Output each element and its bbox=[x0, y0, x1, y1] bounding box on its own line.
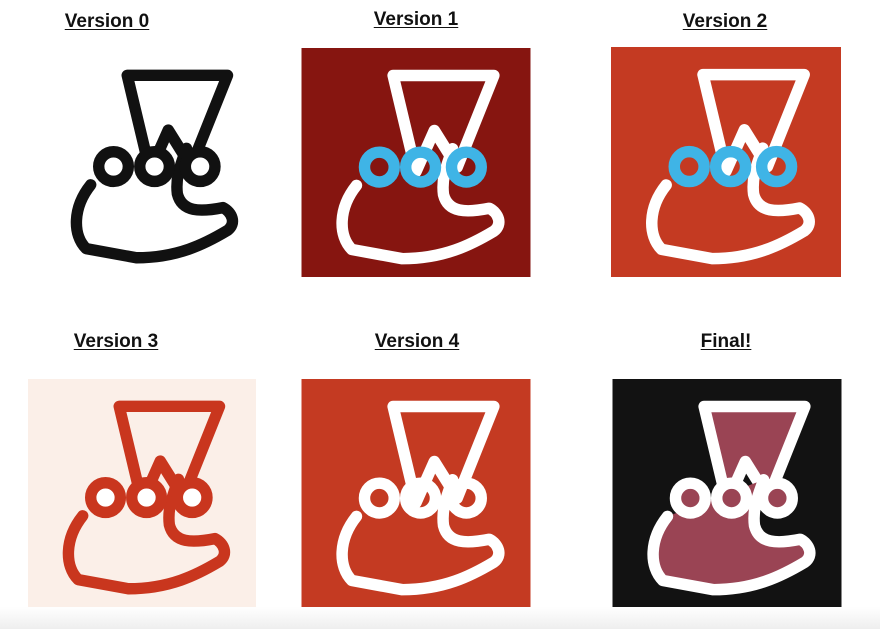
bell-1 bbox=[85, 477, 127, 519]
bell-1 bbox=[358, 477, 400, 519]
version-1-label: Version 1 bbox=[373, 9, 459, 30]
version-2-logo bbox=[606, 47, 846, 277]
bell-3 bbox=[756, 477, 798, 519]
bell-1 bbox=[92, 146, 135, 188]
bell-3 bbox=[179, 146, 221, 188]
boot-shape bbox=[336, 143, 505, 265]
bell-2 bbox=[710, 477, 753, 519]
boot-shape bbox=[646, 142, 815, 265]
version-4-label: Version 4 bbox=[374, 331, 460, 352]
jest-logo-icon bbox=[611, 47, 841, 277]
boot-shape bbox=[62, 473, 231, 595]
final-label: Final! bbox=[700, 331, 752, 352]
boot-shape bbox=[70, 142, 239, 264]
bell-1 bbox=[358, 146, 400, 188]
bell-2 bbox=[399, 146, 442, 188]
bell-3 bbox=[755, 145, 798, 188]
version-0-logo bbox=[35, 48, 265, 276]
version-4-logo bbox=[297, 379, 535, 608]
version-3-label: Version 3 bbox=[73, 331, 159, 352]
version-2-label: Version 2 bbox=[682, 11, 768, 32]
bottom-fade bbox=[0, 607, 880, 629]
jest-logo-icon bbox=[28, 379, 256, 607]
version-1-logo bbox=[297, 48, 535, 277]
bell-2 bbox=[126, 477, 168, 519]
boot-shape bbox=[336, 474, 505, 596]
version-0-label: Version 0 bbox=[64, 11, 150, 32]
jest-logo-icon bbox=[612, 379, 842, 608]
bell-3 bbox=[445, 477, 487, 519]
version-3-logo bbox=[23, 379, 261, 607]
bell-2 bbox=[134, 146, 176, 188]
jest-logo-icon bbox=[301, 379, 531, 608]
jest-logo-icon bbox=[301, 48, 531, 277]
bell-2 bbox=[709, 145, 752, 188]
bell-3 bbox=[171, 477, 213, 519]
bell-2 bbox=[399, 477, 442, 519]
bell-1 bbox=[668, 145, 710, 188]
final-logo bbox=[592, 379, 862, 608]
bell-1 bbox=[669, 477, 711, 519]
jest-logo-icon bbox=[36, 48, 264, 276]
bell-3 bbox=[445, 146, 487, 188]
